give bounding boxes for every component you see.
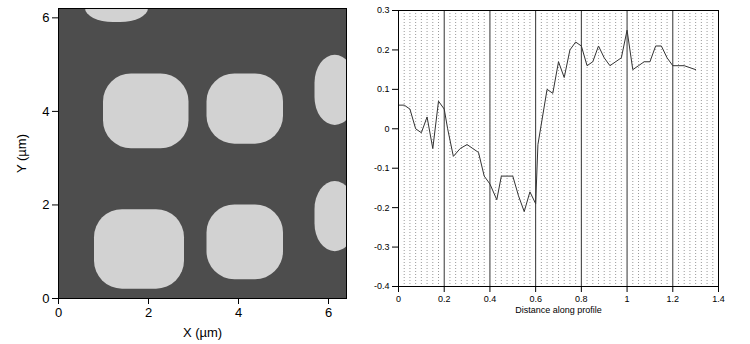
svg-text:0.3: 0.3: [377, 5, 390, 15]
svg-text:0.2: 0.2: [438, 294, 451, 304]
svg-text:0.8: 0.8: [575, 294, 588, 304]
svg-text:0.6: 0.6: [529, 294, 542, 304]
svg-text:Y (µm): Y (µm): [14, 134, 29, 173]
svg-text:4: 4: [235, 305, 242, 320]
svg-text:2: 2: [42, 197, 49, 212]
svg-text:X (µm): X (µm): [183, 325, 222, 340]
svg-text:0.1: 0.1: [377, 84, 390, 94]
svg-text:2: 2: [145, 305, 152, 320]
svg-text:-0.1: -0.1: [374, 163, 390, 173]
svg-text:4: 4: [42, 104, 49, 119]
svg-text:-0.2: -0.2: [374, 203, 390, 213]
svg-text:1.2: 1.2: [667, 294, 680, 304]
svg-text:0: 0: [42, 291, 49, 306]
svg-text:6: 6: [325, 305, 332, 320]
svg-text:-0.4: -0.4: [374, 281, 390, 291]
svg-text:-0.3: -0.3: [374, 242, 390, 252]
svg-text:0.2: 0.2: [377, 45, 390, 55]
svg-text:0: 0: [396, 294, 401, 304]
svg-text:0.4: 0.4: [484, 294, 497, 304]
svg-text:6: 6: [42, 10, 49, 25]
svg-text:1: 1: [625, 294, 630, 304]
svg-text:Distance along profile: Distance along profile: [515, 305, 602, 315]
svg-text:0: 0: [384, 124, 389, 134]
svg-text:1.4: 1.4: [712, 294, 725, 304]
svg-text:0: 0: [55, 305, 62, 320]
